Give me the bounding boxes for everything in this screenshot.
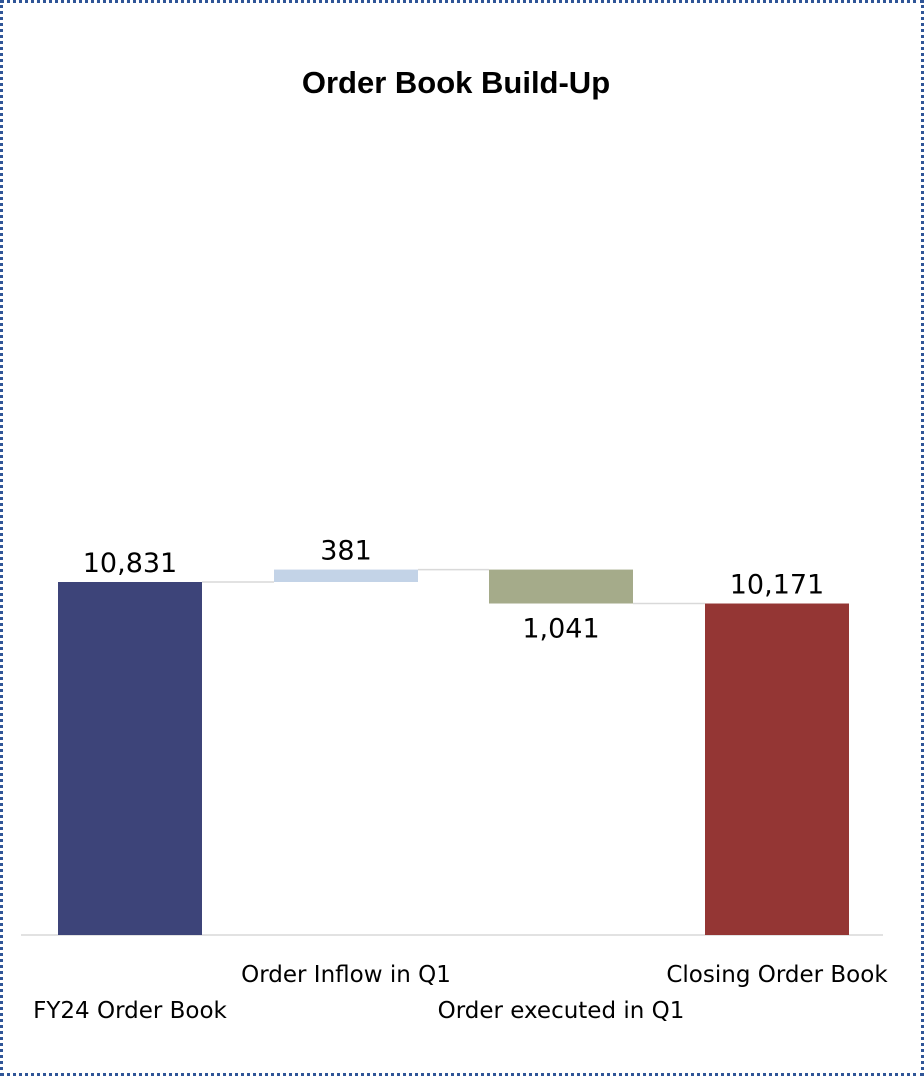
data-label-order-executed-in-q1: 1,041 (522, 614, 599, 645)
category-label-closing-order-book: Closing Order Book (666, 962, 888, 988)
bar-order-executed-in-q1 (489, 569, 633, 604)
waterfall-chart: 10,831 381 1,041 10,171 FY24 Order Book Orde… (21, 536, 888, 1024)
bar-closing-order-book (705, 603, 849, 935)
category-label-order-inflow-in-q1: Order Inflow in Q1 (241, 962, 451, 988)
category-label-fy24-order-book: FY24 Order Book (33, 998, 227, 1024)
data-label-closing-order-book: 10,171 (730, 570, 824, 601)
chart-title: Order Book Build-Up (301, 65, 611, 100)
data-label-fy24-order-book: 10,831 (83, 548, 177, 579)
bar-order-inflow-in-q1 (274, 569, 418, 582)
data-label-order-inflow-in-q1: 381 (320, 536, 372, 567)
bar-fy24-order-book (58, 582, 202, 935)
category-label-order-executed-in-q1: Order executed in Q1 (438, 998, 685, 1024)
